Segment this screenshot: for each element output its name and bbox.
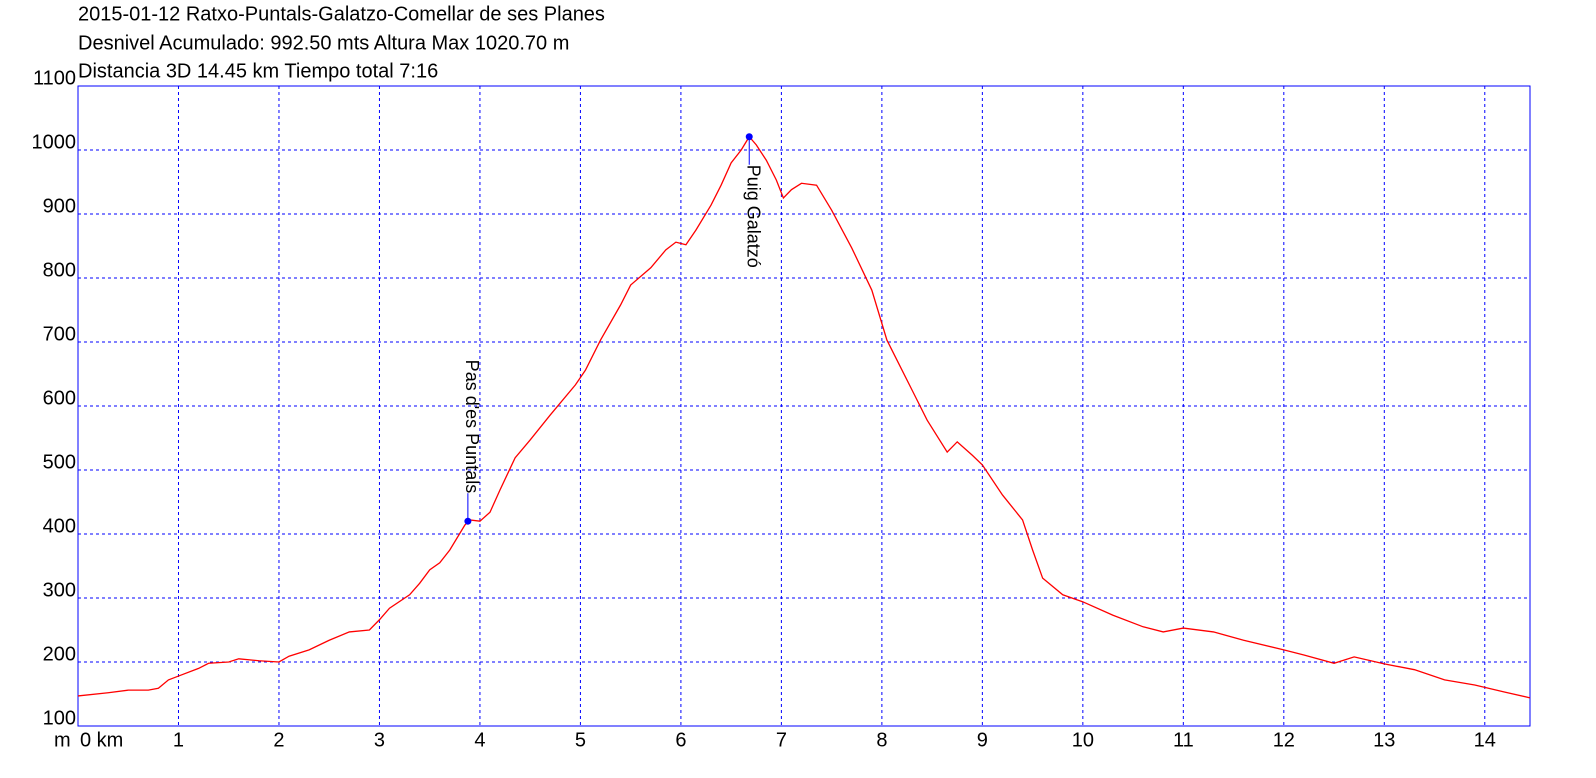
x-tick-label: 0 km [80, 729, 123, 751]
annotation-point [745, 133, 753, 141]
y-tick-label: 400 [43, 515, 76, 537]
annotation-label: Pas d'es Puntals [462, 360, 482, 494]
x-tick-label: 3 [374, 729, 385, 751]
annotation-point [464, 517, 472, 525]
x-tick-label: 8 [876, 729, 887, 751]
chart-subtitle: Desnivel Acumulado: 992.50 mts Altura Ma… [78, 32, 569, 54]
x-tick-label: 4 [474, 729, 485, 751]
x-tick-label: 7 [776, 729, 787, 751]
x-tick-label: 6 [675, 729, 686, 751]
x-tick-label: 14 [1474, 729, 1496, 751]
x-tick-label: 13 [1373, 729, 1395, 751]
elevation-line [77, 135, 1531, 699]
y-tick-label: 200 [43, 643, 76, 665]
x-tick-label: 5 [575, 729, 586, 751]
chart-title: 2015-01-12 Ratxo-Puntals-Galatzo-Comella… [78, 3, 605, 25]
plot-frame [77, 85, 1531, 727]
y-tick-label: 700 [43, 323, 76, 345]
y-axis-unit: m [54, 729, 71, 751]
y-tick-label: 1000 [32, 131, 77, 153]
x-tick-label: 12 [1273, 729, 1295, 751]
x-tick-label: 10 [1072, 729, 1094, 751]
x-tick-label: 11 [1173, 729, 1194, 751]
annotation-label: Puig Galatzó [743, 165, 763, 268]
y-tick-label: 800 [43, 259, 76, 281]
x-tick-label: 1 [173, 729, 184, 751]
y-tick-label: 1100 [33, 67, 76, 89]
y-tick-label: 900 [43, 195, 76, 217]
x-tick-label: 2 [273, 729, 284, 751]
chart-subtitle: Distancia 3D 14.45 km Tiempo total 7:16 [78, 60, 438, 82]
x-tick-label: 9 [977, 729, 988, 751]
y-tick-label: 500 [43, 451, 76, 473]
y-tick-label: 100 [43, 707, 76, 729]
y-tick-label: 300 [43, 579, 76, 601]
y-tick-label: 600 [43, 387, 76, 409]
